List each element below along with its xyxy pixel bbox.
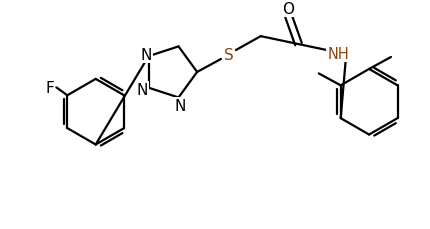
Text: F: F [45, 80, 54, 95]
Text: N: N [141, 47, 152, 62]
Text: O: O [283, 2, 295, 17]
Text: NH: NH [327, 46, 349, 61]
Text: S: S [224, 47, 234, 62]
Text: N: N [175, 98, 186, 113]
Text: N: N [137, 83, 148, 98]
